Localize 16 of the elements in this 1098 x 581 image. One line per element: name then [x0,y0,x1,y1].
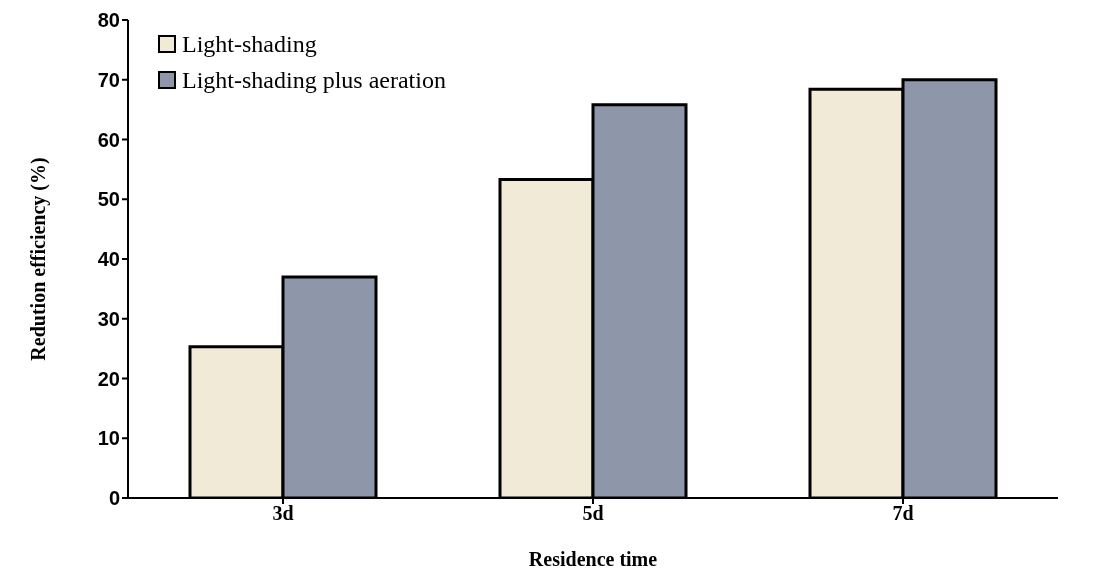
y-tick-label: 40 [97,248,120,271]
y-tick-label: 70 [97,68,120,91]
legend-label: Light-shading plus aeration [182,66,446,95]
y-tick-label: 10 [97,427,120,450]
x-tick-label: 7d [892,502,914,525]
x-tick-label: 3d [272,502,294,525]
y-tick-label: 20 [97,367,120,390]
legend-label: Light-shading [182,30,317,59]
y-tick-label: 30 [97,307,120,330]
x-axis-title: Residence time [528,548,658,570]
y-axis-title: Redution efficiency (%) [27,157,51,361]
y-tick-label: 0 [108,487,120,510]
y-tick-label: 60 [97,128,120,151]
y-tick-label: 50 [97,188,120,211]
y-tick-label: 80 [97,9,120,32]
x-tick-label: 5d [582,502,604,525]
